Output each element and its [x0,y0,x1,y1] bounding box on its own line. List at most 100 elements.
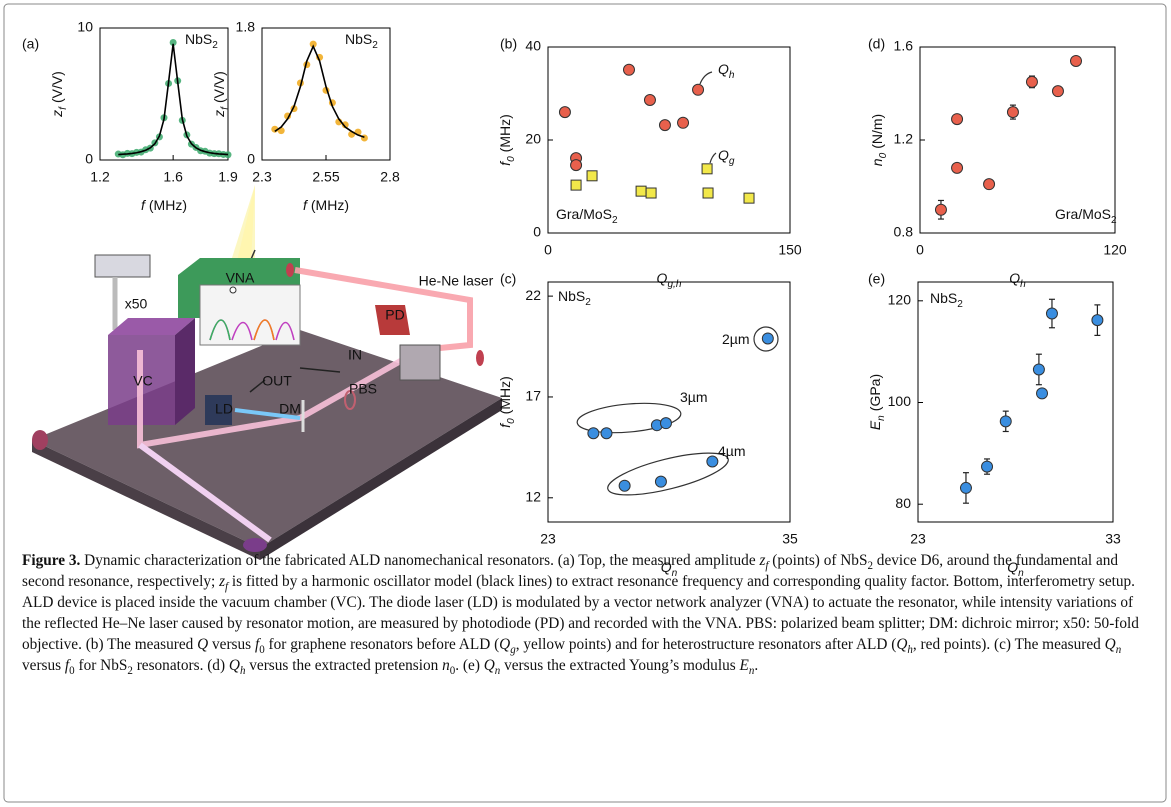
y-tick-label: 1.8 [236,19,256,35]
y-axis-label-part: z [211,110,227,118]
diagram-label: OUT [262,373,292,389]
x-tick-label: 33 [1105,531,1121,547]
caption-text: for NbS [75,657,128,674]
y-axis-label: zf (V/V) [49,71,69,118]
annotation-part: NbS [345,31,372,47]
point [1033,364,1044,375]
caption-text: Q [896,636,907,653]
x-tick-label: 150 [778,242,802,258]
x-tick-label: 120 [1103,242,1127,258]
y-axis-label-part: 0 [878,152,889,158]
chart: (b) 0 150 0 20 40 [500,36,802,258]
plot-frame [918,282,1113,522]
diagram-label: VC [133,373,152,389]
annotation-part: NbS [930,290,957,306]
annotation: Qh [718,61,735,81]
x-tick-label: 0 [544,242,552,258]
annotation-part: Q [718,61,729,77]
caption-text: Dynamic characterization of the fabricat… [80,552,759,569]
diagram-label: VNA [226,270,255,286]
point [703,188,713,198]
annotation-part: 3µm [680,389,708,405]
x-axis-label: f(MHz) [141,197,187,213]
y-tick-label: 20 [525,131,541,147]
diagram-label: He-Ne laser [419,273,494,289]
x-tick-label: 1.9 [218,169,238,185]
point [982,461,993,472]
caption-text: n [442,657,450,674]
caption-text: versus the extracted Young’s modulus [500,657,739,674]
x-axis-label-part: Q [657,270,668,286]
point [762,333,773,344]
caption-text: n [1116,644,1122,656]
point [1052,86,1063,97]
caption-text: E [740,657,749,674]
y-axis-label-part: f [58,106,69,110]
point [559,107,570,118]
y-tick-label: 0 [533,224,541,240]
annotation: 4µm [718,443,746,459]
annotation-part: 2 [585,297,591,308]
panel-label: (b) [500,36,517,52]
point [693,84,704,95]
annotation: NbS2 [345,31,378,51]
point [707,456,718,467]
y-axis-label-part: (MHz) [497,376,513,414]
annotation: NbS2 [930,290,963,310]
caption-text: Figure 3. [22,552,80,569]
point [571,160,582,171]
point [588,428,599,439]
caption-text: (points) of NbS [768,552,867,569]
y-axis-label-part: (V/V) [49,71,65,103]
y-tick-label: 10 [77,19,93,35]
x-tick-label: 23 [910,531,926,547]
y-tick-label: 17 [525,388,541,404]
y-tick-label: 0 [247,151,255,167]
annotation-part: 4µm [718,443,746,459]
diagram-label: DM [279,401,301,417]
x-tick-label: 0 [916,242,924,258]
x-axis-label: f(MHz) [303,197,349,213]
y-tick-label: 40 [525,38,541,54]
point [644,95,655,106]
y-axis-label-part: 0 [506,156,517,162]
annotation: NbS2 [558,288,591,308]
chart: (e)233380100120 [868,271,1121,547]
y-axis-label-part: z [49,110,65,118]
y-tick-label: 120 [888,292,912,308]
point [1046,308,1057,319]
x-tick-label: 23 [540,531,556,547]
point [623,64,634,75]
annotation-part: 2 [957,299,963,310]
x-axis-label-part: f [303,197,309,213]
point [571,180,581,190]
caption-text: . (e) [455,657,483,674]
diagram-label: PBS [349,381,377,397]
caption-text: Q [197,636,208,653]
point [952,114,963,125]
point [646,188,656,198]
diagram-label: PD [385,307,404,323]
caption-text: versus [208,636,255,653]
y-axis-label: f0(MHz) [497,376,517,428]
point [1037,388,1048,399]
y-tick-label: 1.6 [894,38,914,54]
x-tick-label: 1.2 [90,169,110,185]
point [952,162,963,173]
y-axis-label-part: n [876,415,887,421]
point [935,204,946,215]
setup-diagram: VNA x50 He-Ne laser PD IN OUT PBS VC LD … [32,185,502,560]
caption-text: versus the extracted pretension [245,657,442,674]
x-axis-label: Qh [1009,270,1026,290]
diagram-label: LD [215,401,233,417]
annotation-part: NbS [558,288,585,304]
fit-line [275,46,365,137]
annotation-part: NbS [185,31,212,47]
caption-text: Q [229,657,240,674]
x-axis-label-part: Q [1009,270,1020,286]
annotation-part: 2 [372,40,378,51]
point [1092,315,1103,326]
annotation: 2µm [722,331,750,347]
annotation-part: h [729,70,735,81]
point [1000,416,1011,427]
